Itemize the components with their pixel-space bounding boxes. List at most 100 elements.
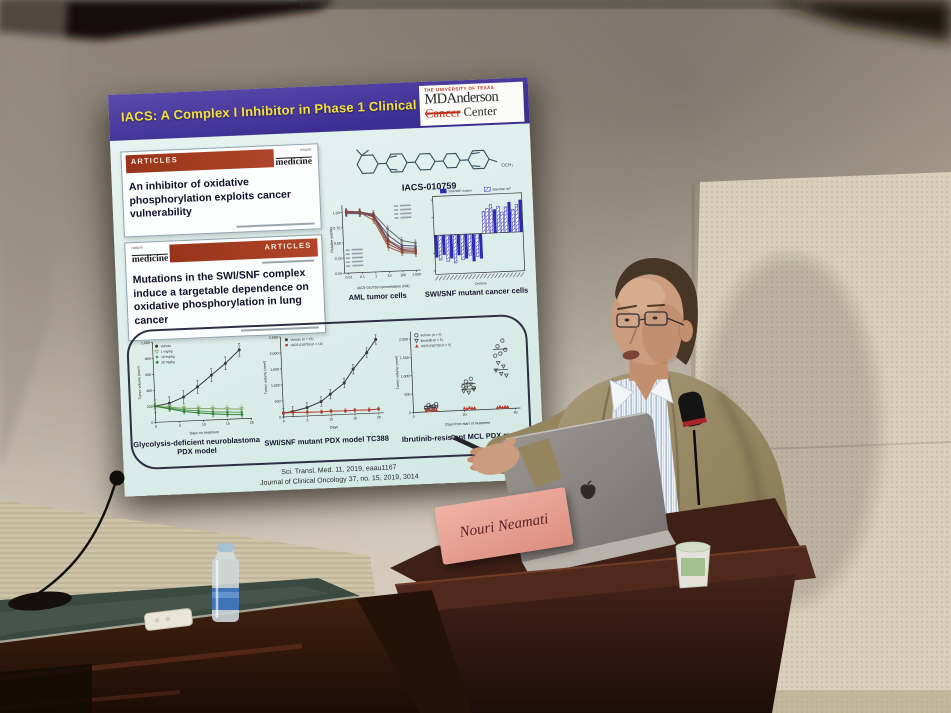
- article-citation-blur: [236, 222, 315, 228]
- svg-text:SWI/SNF WT: SWI/SNF WT: [492, 187, 511, 192]
- svg-text:10: 10: [388, 274, 392, 278]
- journal-name-big: medicine: [275, 156, 313, 169]
- svg-text:600: 600: [145, 373, 151, 377]
- shirt-collar: [649, 373, 674, 404]
- projected-slide: IACS: A Complex I Inhibitor in Phase 1 C…: [108, 77, 545, 497]
- podium-microphone-icon: [678, 391, 707, 506]
- journal-name-small: nature: [131, 244, 143, 251]
- svg-text:1,500: 1,500: [270, 367, 279, 371]
- water-bottle: [212, 543, 239, 622]
- svg-text:0: 0: [409, 411, 411, 415]
- svg-text:Vehicle (n = 5): Vehicle (n = 5): [420, 333, 441, 338]
- chart-mcl-pdx: 0 500 1,000 1,500 2,000 0 20 40 Days from start …: [395, 331, 521, 427]
- chart-caption: SWI/SNF mutant cancer cells: [424, 285, 529, 299]
- svg-text:1,000: 1,000: [412, 272, 421, 276]
- chart-aml-dose-response: 0.00 0.25 0.50 0.75 1.00 0.01 0.1 1 10 100 1,000 IA…: [329, 204, 421, 290]
- md-anderson-logo: THE UNIVERSITY OF TEXAS MDAnderson Cance…: [418, 81, 525, 126]
- presenter-name: Nouri Neamati: [458, 510, 550, 541]
- svg-text:IACS-010759 (n = 5): IACS-010759 (n = 5): [421, 343, 451, 348]
- svg-text:IACS-010759 concentration (nM): IACS-010759 concentration (nM): [357, 284, 410, 290]
- svg-text:Ibrutinib (n = 5): Ibrutinib (n = 5): [420, 338, 442, 343]
- screen-left-edge: [0, 0, 68, 470]
- desk-microphone-icon: [8, 470, 125, 611]
- svg-text:1.00: 1.00: [333, 211, 340, 215]
- svg-text:0: 0: [283, 419, 285, 423]
- svg-text:Tumor volume (mm³): Tumor volume (mm³): [395, 356, 400, 390]
- presenter-neck: [629, 348, 669, 381]
- presenter-ear: [678, 319, 694, 343]
- svg-text:100: 100: [400, 273, 406, 277]
- paper-cup: [675, 541, 711, 589]
- svg-text:Vehicle (n = 15): Vehicle (n = 15): [290, 337, 313, 342]
- chart-tc388-pdx: 0 500 1,000 1,500 2,000 2,500 0 5 10 15 20 Days Tumo…: [263, 334, 384, 429]
- svg-text:0: 0: [279, 415, 281, 419]
- logo-cancer-center-line: Cancer Center: [424, 103, 519, 121]
- svg-text:15: 15: [353, 416, 357, 420]
- svg-text:0: 0: [413, 415, 415, 419]
- remote-control: [144, 608, 193, 631]
- svg-text:Days on treatment: Days on treatment: [189, 430, 219, 435]
- svg-text:SWI/SNF mutant: SWI/SNF mutant: [448, 188, 471, 193]
- svg-text:400: 400: [146, 389, 152, 393]
- svg-text:Days from start of treatment: Days from start of treatment: [445, 421, 490, 427]
- presenter-shirt: [606, 373, 684, 600]
- svg-text:0.50: 0.50: [334, 241, 341, 245]
- chart-swisnf-waterfall: SWI/SNF mutant SWI/SNF WT Cell line: [430, 187, 526, 286]
- svg-text:40: 40: [513, 411, 517, 415]
- svg-text:20: 20: [463, 413, 467, 417]
- svg-text:0: 0: [155, 425, 157, 429]
- chart-neuroblastoma-pdx: 0 200 400 600 800 1,000 0 5 10 15 20 Days on treatm…: [137, 341, 254, 436]
- svg-text:2,000: 2,000: [399, 337, 408, 341]
- svg-text:Tumor volume (mm³): Tumor volume (mm³): [137, 366, 142, 400]
- ceiling-beam: [0, 0, 951, 42]
- svg-text:2,500: 2,500: [269, 335, 278, 339]
- logo-center: Center: [463, 103, 498, 120]
- svg-text:1: 1: [375, 274, 377, 278]
- logo-cancer-struck: Cancer: [424, 105, 461, 121]
- presenter-jacket: [550, 369, 790, 632]
- slide-title-bar: IACS: A Complex I Inhibitor in Phase 1 C…: [108, 77, 530, 141]
- nature-medicine-logo: nature medicine: [273, 147, 314, 169]
- svg-text:1 mg/kg: 1 mg/kg: [161, 349, 173, 353]
- presenter-hair: [615, 257, 698, 365]
- svg-text:20: 20: [250, 421, 254, 425]
- svg-text:2,000: 2,000: [269, 351, 278, 355]
- svg-text:Tumor volume (mm³): Tumor volume (mm³): [263, 361, 268, 395]
- svg-text:15: 15: [226, 422, 230, 426]
- slide-title: IACS: A Complex I Inhibitor in Phase 1 C…: [120, 95, 456, 125]
- acoustic-wall: [688, 172, 951, 713]
- svg-text:5: 5: [179, 424, 181, 428]
- svg-text:Vehicle: Vehicle: [160, 344, 171, 348]
- svg-text:0.1: 0.1: [360, 275, 365, 279]
- svg-text:1,000: 1,000: [141, 341, 150, 345]
- svg-text:OCH₃: OCH₃: [501, 162, 513, 167]
- svg-text:1,000: 1,000: [271, 383, 280, 387]
- article-headline: Mutations in the SWI/SNF complex induce …: [132, 266, 310, 328]
- svg-text:20: 20: [377, 415, 381, 419]
- presenter-mouth: [622, 350, 640, 360]
- svg-text:Days: Days: [330, 425, 339, 429]
- svg-text:10: 10: [202, 423, 206, 427]
- svg-text:1,500: 1,500: [400, 356, 409, 360]
- name-card: Nouri Neamati: [434, 487, 574, 565]
- chemical-structure: OCH₃: [356, 149, 513, 174]
- svg-text:20 mg/kg: 20 mg/kg: [161, 360, 175, 365]
- svg-text:0.25: 0.25: [335, 257, 342, 261]
- svg-text:0.75: 0.75: [333, 226, 340, 230]
- svg-text:Cell line: Cell line: [475, 281, 487, 286]
- conference-desk: [0, 578, 434, 713]
- paneled-wall: [0, 500, 382, 694]
- presenter: [484, 257, 790, 632]
- article-headline: An inhibitor of oxidative phosphorylatio…: [128, 176, 292, 221]
- svg-text:Relative viability: Relative viability: [329, 227, 334, 253]
- presenter-shadow: [700, 255, 880, 605]
- presenter-glasses: [616, 311, 685, 328]
- svg-text:5: 5: [307, 418, 309, 422]
- svg-text:0: 0: [151, 421, 153, 425]
- svg-text:IACS-010759 (n = 10): IACS-010759 (n = 10): [291, 342, 323, 347]
- chart-caption: AML tumor cells: [348, 290, 407, 303]
- svg-text:0.00: 0.00: [335, 272, 342, 276]
- presenter-head: [611, 257, 698, 365]
- journal-name-small: nature: [300, 146, 312, 153]
